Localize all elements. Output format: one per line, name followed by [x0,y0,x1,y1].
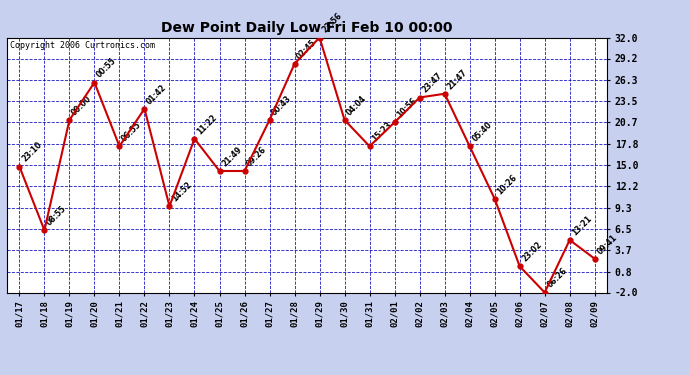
Text: 10:26: 10:26 [495,172,519,196]
Text: 09:41: 09:41 [595,232,619,256]
Text: 00:00: 00:00 [70,94,93,117]
Title: Dew Point Daily Low Fri Feb 10 00:00: Dew Point Daily Low Fri Feb 10 00:00 [161,21,453,35]
Text: 21:47: 21:47 [445,68,469,91]
Text: 23:10: 23:10 [20,140,43,164]
Text: 00:55: 00:55 [95,57,118,80]
Text: 01:42: 01:42 [145,82,168,106]
Text: 06:26: 06:26 [545,266,569,290]
Text: 15:23: 15:23 [371,120,393,144]
Text: 09:26: 09:26 [245,145,268,168]
Text: 13:21: 13:21 [571,214,593,237]
Text: 23:47: 23:47 [420,71,444,95]
Text: 06:55: 06:55 [120,120,144,144]
Text: 14:52: 14:52 [170,180,193,204]
Text: 00:43: 00:43 [270,94,293,117]
Text: Copyright 2006 Curtronics.com: Copyright 2006 Curtronics.com [10,41,155,50]
Text: 10:56: 10:56 [395,96,419,120]
Text: 02:45: 02:45 [295,38,319,61]
Text: 04:04: 04:04 [345,94,368,117]
Text: 21:49: 21:49 [220,145,244,168]
Text: 23:56: 23:56 [320,11,344,35]
Text: 11:22: 11:22 [195,112,219,136]
Text: 05:40: 05:40 [471,120,493,144]
Text: 23:02: 23:02 [520,240,544,264]
Text: 08:55: 08:55 [45,204,68,228]
